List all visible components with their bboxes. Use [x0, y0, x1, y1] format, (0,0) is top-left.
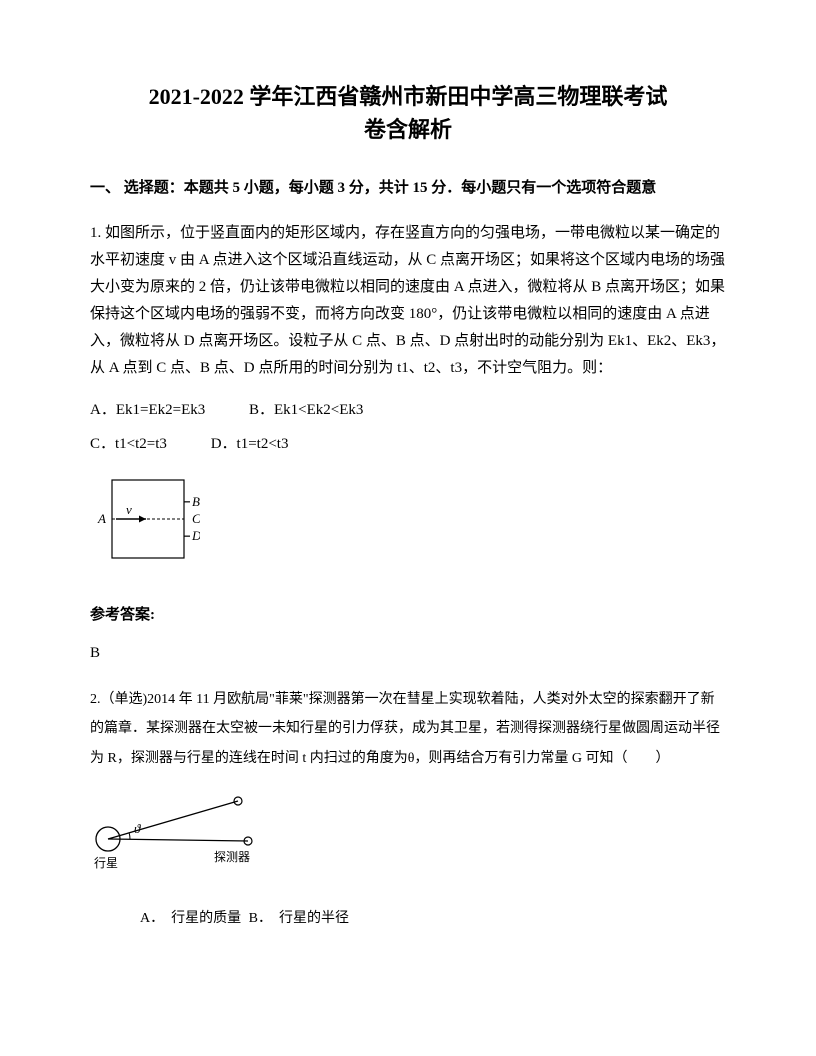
q2-option-a: A． 行星的质量 — [140, 908, 241, 930]
q1-option-c: C．t1<t2=t3 — [90, 432, 167, 456]
q1-options-row1: A．Ek1=Ek2=Ek3 B．Ek1<Ek2<Ek3 — [90, 398, 726, 422]
q1-figure: A BCDv — [90, 472, 726, 576]
q2-diagram-svg: ϑ 行星 探测器 — [90, 791, 260, 871]
answer-label: 参考答案: — [90, 603, 726, 627]
q2-figure: ϑ 行星 探测器 — [90, 791, 726, 880]
q2-text: 2.（单选)2014 年 11 月欧航局"菲莱"探测器第一次在彗星上实现软着陆，… — [90, 685, 726, 773]
svg-text:D: D — [191, 528, 200, 543]
q1-text: 1. 如图所示，位于竖直面内的矩形区域内，存在竖直方向的匀强电场，一带电微粒以某… — [90, 220, 726, 382]
title-line2: 卷含解析 — [90, 113, 726, 146]
section-one-header: 一、 选择题：本题共 5 小题，每小题 3 分，共计 15 分．每小题只有一个选… — [90, 176, 726, 202]
svg-text:A: A — [97, 511, 106, 526]
q1-diagram-svg: A BCDv — [90, 472, 200, 567]
q1-option-b: B．Ek1<Ek2<Ek3 — [249, 398, 363, 422]
exam-title: 2021-2022 学年江西省赣州市新田中学高三物理联考试 卷含解析 — [90, 80, 726, 146]
svg-text:v: v — [126, 502, 132, 517]
q1-options-row2: C．t1<t2=t3 D．t1=t2<t3 — [90, 432, 726, 456]
svg-text:ϑ: ϑ — [134, 821, 141, 836]
svg-text:B: B — [192, 493, 200, 508]
q1-answer: B — [90, 641, 726, 665]
title-line1: 2021-2022 学年江西省赣州市新田中学高三物理联考试 — [90, 80, 726, 113]
q1-option-a: A．Ek1=Ek2=Ek3 — [90, 398, 205, 422]
q2-option-b: B． 行星的半径 — [249, 908, 349, 930]
svg-text:行星: 行星 — [94, 856, 118, 870]
svg-text:C: C — [192, 511, 200, 526]
svg-text:探测器: 探测器 — [214, 850, 250, 864]
q2-options: A． 行星的质量 B． 行星的半径 — [140, 908, 726, 930]
q1-option-d: D．t1=t2<t3 — [211, 432, 289, 456]
q1-options: A．Ek1=Ek2=Ek3 B．Ek1<Ek2<Ek3 C．t1<t2=t3 D… — [90, 398, 726, 456]
